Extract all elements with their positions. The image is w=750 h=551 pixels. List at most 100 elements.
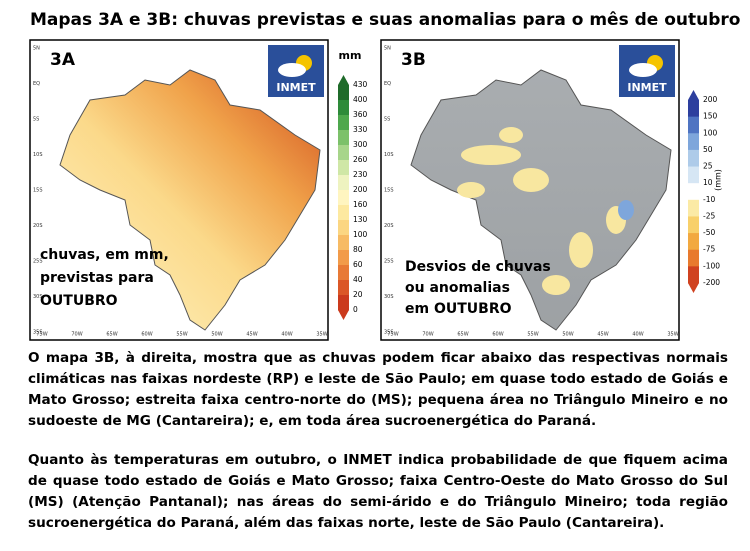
colorbar-segment [338,220,349,236]
colorbar-segment [338,295,349,311]
lon-label: 55W [176,332,187,338]
colorbar-arrow-top [688,90,699,100]
lon-label: 75W [387,332,398,338]
colorbar-tick-label: 200 [353,185,368,194]
colorbar-tick-label: 400 [353,95,368,104]
lat-label: 15S [384,188,394,194]
lon-label: 40W [632,332,643,338]
colorbar-segment [338,265,349,281]
logo-text: INMET [276,81,316,94]
lon-label: 60W [141,332,152,338]
colorbar-segment [338,160,349,176]
colorbar-tick-label: 360 [353,110,368,119]
colorbar-segment [338,205,349,221]
lat-label: 30S [33,294,43,300]
anomaly-area [513,168,549,192]
lon-label: 50W [211,332,222,338]
anomaly-area [542,275,570,295]
lon-label: 50W [562,332,573,338]
colorbar-tick-label: 100 [353,230,368,239]
lat-label: 5N [384,46,391,52]
colorbar-tick-label: -100 [703,261,720,270]
lat-label: 5S [33,117,39,123]
colorbar-arrow-top [338,75,349,85]
lon-label: 45W [597,332,608,338]
colorbar-segment [688,249,699,267]
paragraph: O mapa 3B, à direita, mostra que as chuv… [28,350,728,429]
colorbar-tick-label: -25 [703,211,715,220]
anomaly-area [569,232,593,268]
colorbar-segment [688,233,699,251]
lat-label: 5S [384,117,390,123]
lon-label: 65W [106,332,117,338]
lat-label: 15S [33,188,43,194]
lat-label: EQ [33,81,40,87]
colorbar-segment [338,130,349,146]
colorbar-segment [338,235,349,251]
colorbar-tick-label: 160 [353,200,368,209]
lon-label: 45W [246,332,257,338]
figure: Mapas 3A e 3B: chuvas previstas e suas a… [29,10,740,341]
anomaly-area [499,127,523,143]
map [410,69,672,331]
lat-label: 25S [33,259,43,265]
map-caption: previstas para [40,270,154,286]
colorbar-unit: (mm) [714,169,723,191]
colorbar-tick-label: 130 [353,215,368,224]
lon-label: 65W [457,332,468,338]
colorbar-tick-label: 10 [703,178,713,187]
map-caption: OUTUBRO [40,293,118,309]
colorbar-tick-label: 0 [353,305,358,314]
colorbar-segment [338,175,349,191]
colorbar-tick-label: 60 [353,260,363,269]
colorbar-tick-label: 50 [703,145,713,154]
colorbar-unit: mm [339,49,362,62]
colorbar-segment [688,116,699,134]
lat-label: 30S [384,294,394,300]
map-caption: Desvios de chuvas [405,259,551,275]
anomaly-area [618,200,634,220]
colorbar-segment [338,190,349,206]
colorbar-tick-label: 260 [353,155,368,164]
lon-label: 75W [36,332,47,338]
map-caption: chuvas, em mm, [40,247,169,263]
colorbar-tick-label: 20 [353,290,363,299]
colorbar-tick-label: 300 [353,140,368,149]
colorbar-arrow-bottom [688,283,699,293]
logo-cloud [278,63,306,77]
colorbar-tick-label: 150 [703,112,718,121]
colorbar-segment [688,149,699,168]
colorbar-tick-label: -75 [703,245,715,254]
colorbar-tick-label: 330 [353,125,368,134]
map-label: 3B [401,50,426,70]
lat-label: 5N [33,46,40,52]
lon-label: 70W [422,332,433,338]
lon-label: 35W [316,332,327,338]
lat-label: EQ [384,81,391,87]
map-caption: em OUTUBRO [405,301,512,317]
colorbar-segment [338,250,349,266]
lon-label: 35W [667,332,678,338]
colorbar-tick-label: 40 [353,275,363,284]
lon-label: 70W [71,332,82,338]
title: Mapas 3A e 3B: chuvas previstas e suas a… [30,10,740,30]
colorbar-segment [688,133,699,151]
lat-label: 35S [384,330,394,336]
colorbar-tick-label: 100 [703,128,718,137]
colorbar-tick-label: -10 [703,195,715,204]
lon-label: 55W [527,332,538,338]
lat-label: 35S [33,330,43,336]
lon-label: 60W [492,332,503,338]
lat-label: 10S [33,152,43,158]
paragraph: Quanto às temperaturas em outubro, o INM… [28,452,728,531]
colorbar-tick-label: 200 [703,95,718,104]
colorbar-segment [338,100,349,116]
colorbar-segment [688,199,699,217]
colorbar-segment [338,115,349,131]
colorbar-tick-label: -50 [703,228,715,237]
colorbar-segment [338,145,349,161]
anomaly-area [457,182,485,198]
map-label: 3A [50,50,76,70]
